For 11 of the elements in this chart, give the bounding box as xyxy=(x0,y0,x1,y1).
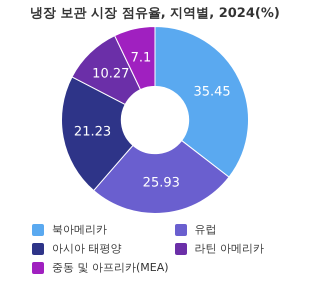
legend-label: 중동 및 아프리카(MEA) xyxy=(52,260,169,275)
legend-label: 북아메리카 xyxy=(52,222,107,237)
chart-title: 냉장 보관 시장 점유율, 지역별, 2024(%) xyxy=(29,5,281,22)
data-label: 35.45 xyxy=(193,84,231,100)
legend-label: 유럽 xyxy=(194,222,217,237)
data-label: 25.93 xyxy=(142,176,180,191)
data-label: 21.23 xyxy=(74,124,112,140)
legend-label: 라틴 아메리카 xyxy=(194,241,264,256)
data-label: 7.1 xyxy=(130,50,152,66)
data-label: 10.27 xyxy=(92,66,130,82)
legend-label: 아시아 태평양 xyxy=(52,241,122,256)
